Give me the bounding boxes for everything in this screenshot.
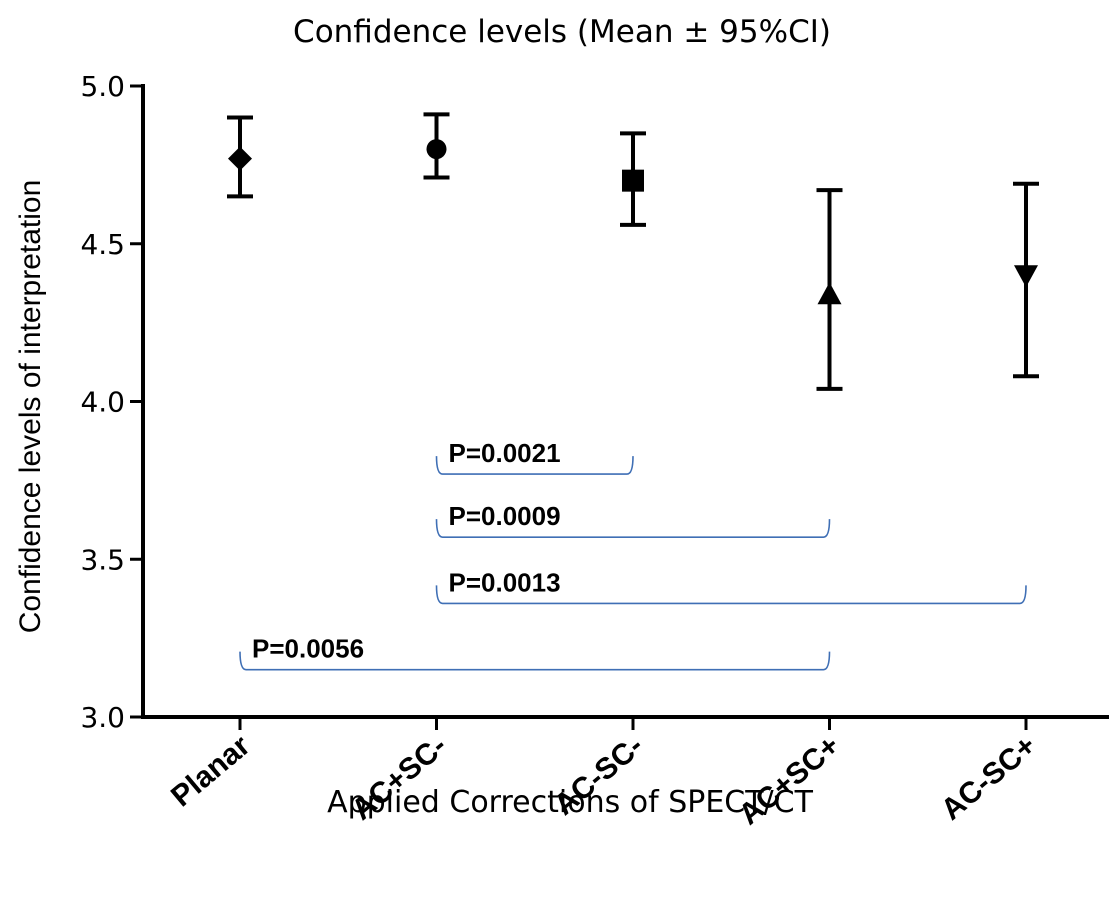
axes [130, 84, 1109, 730]
data-point [423, 112, 450, 180]
diamond-marker [228, 146, 252, 171]
p-value-label: P=0.0021 [449, 438, 561, 468]
x-axis-label: Applied Corrections of SPECT/CT [327, 785, 814, 820]
triangle-down-marker [1014, 265, 1038, 288]
y-tick-labels: 3.0 3.5 4.0 4.5 5.0 [80, 70, 125, 734]
y-tick-label: 3.5 [80, 543, 125, 576]
significance-brackets: P=0.0021 P=0.0009 P=0.0013 P=0.0056 [239, 438, 1027, 671]
significance-bracket [435, 585, 1027, 605]
significance-bracket [435, 519, 831, 538]
data-point [227, 115, 253, 199]
data-point [1013, 181, 1039, 379]
p-value-label: P=0.0013 [449, 567, 561, 597]
triangle-up-marker [817, 282, 842, 305]
y-tick-label: 4.5 [80, 228, 125, 261]
p-value-label: P=0.0009 [449, 501, 561, 531]
significance-bracket [239, 651, 831, 671]
y-tick-label: 3.0 [80, 701, 125, 734]
circle-marker [426, 139, 447, 160]
data-point [620, 131, 646, 227]
y-axis-label: Confidence levels of interpretation [14, 180, 47, 634]
y-tick-label: 4.0 [80, 386, 125, 419]
p-value-label: P=0.0056 [252, 634, 364, 664]
square-marker [622, 169, 644, 192]
significance-bracket [435, 456, 634, 475]
y-tick-label: 5.0 [80, 70, 125, 103]
data-point [816, 188, 843, 391]
x-tick-label: AC-SC+ [935, 729, 1042, 827]
x-tick-label: Planar [165, 729, 257, 813]
data-points [227, 112, 1039, 391]
chart-title: Confidence levels (Mean ± 95%CI) [293, 14, 831, 50]
